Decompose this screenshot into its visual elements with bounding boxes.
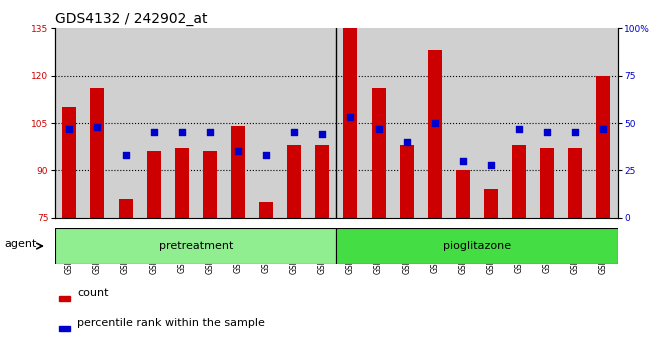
Bar — [90, 88, 105, 218]
Bar — [484, 189, 498, 218]
Bar — [231, 126, 245, 218]
Text: agent: agent — [5, 239, 37, 249]
Point — [570, 130, 580, 135]
Bar — [55, 228, 337, 264]
Text: count: count — [77, 288, 109, 298]
Point — [402, 139, 412, 145]
Point — [458, 158, 468, 164]
Text: GDS4132 / 242902_at: GDS4132 / 242902_at — [55, 12, 208, 26]
Bar — [58, 296, 70, 301]
Point — [317, 132, 328, 137]
Point — [486, 162, 496, 167]
Point — [64, 126, 75, 132]
Bar — [308, 28, 337, 218]
Point — [261, 152, 271, 158]
Point — [542, 130, 552, 135]
Bar — [568, 148, 582, 218]
Bar — [343, 22, 358, 218]
Bar — [477, 28, 505, 218]
Text: percentile rank within the sample: percentile rank within the sample — [77, 318, 265, 328]
Bar — [449, 28, 477, 218]
Bar — [224, 28, 252, 218]
Bar — [259, 202, 273, 218]
Bar — [55, 28, 83, 218]
Bar — [590, 28, 618, 218]
Bar — [140, 28, 168, 218]
Bar — [597, 76, 610, 218]
Point — [430, 120, 440, 126]
Bar — [168, 28, 196, 218]
Text: pioglitazone: pioglitazone — [443, 241, 511, 251]
Bar — [533, 28, 561, 218]
Point — [345, 114, 356, 120]
Bar — [58, 326, 70, 331]
Bar — [280, 28, 308, 218]
Bar — [561, 28, 590, 218]
Bar — [337, 228, 618, 264]
Bar — [315, 145, 330, 218]
Bar — [175, 148, 188, 218]
Point — [289, 130, 300, 135]
Bar — [512, 145, 526, 218]
Bar — [400, 145, 413, 218]
Bar — [287, 145, 301, 218]
Point — [514, 126, 525, 132]
Point — [205, 130, 215, 135]
Point — [148, 130, 159, 135]
Bar — [456, 170, 470, 218]
Bar — [421, 28, 448, 218]
Bar — [203, 152, 217, 218]
Bar — [196, 28, 224, 218]
Point — [177, 130, 187, 135]
Point — [233, 149, 243, 154]
Bar — [365, 28, 393, 218]
Point — [598, 126, 608, 132]
Point — [120, 152, 131, 158]
Bar — [62, 107, 76, 218]
Bar — [83, 28, 112, 218]
Point — [373, 126, 384, 132]
Bar — [147, 152, 161, 218]
Text: pretreatment: pretreatment — [159, 241, 233, 251]
Bar — [540, 148, 554, 218]
Bar — [112, 28, 140, 218]
Bar — [428, 50, 442, 218]
Bar — [118, 199, 133, 218]
Bar — [337, 28, 365, 218]
Point — [92, 124, 103, 130]
Bar — [505, 28, 533, 218]
Bar — [372, 88, 385, 218]
Bar — [393, 28, 421, 218]
Bar — [252, 28, 280, 218]
